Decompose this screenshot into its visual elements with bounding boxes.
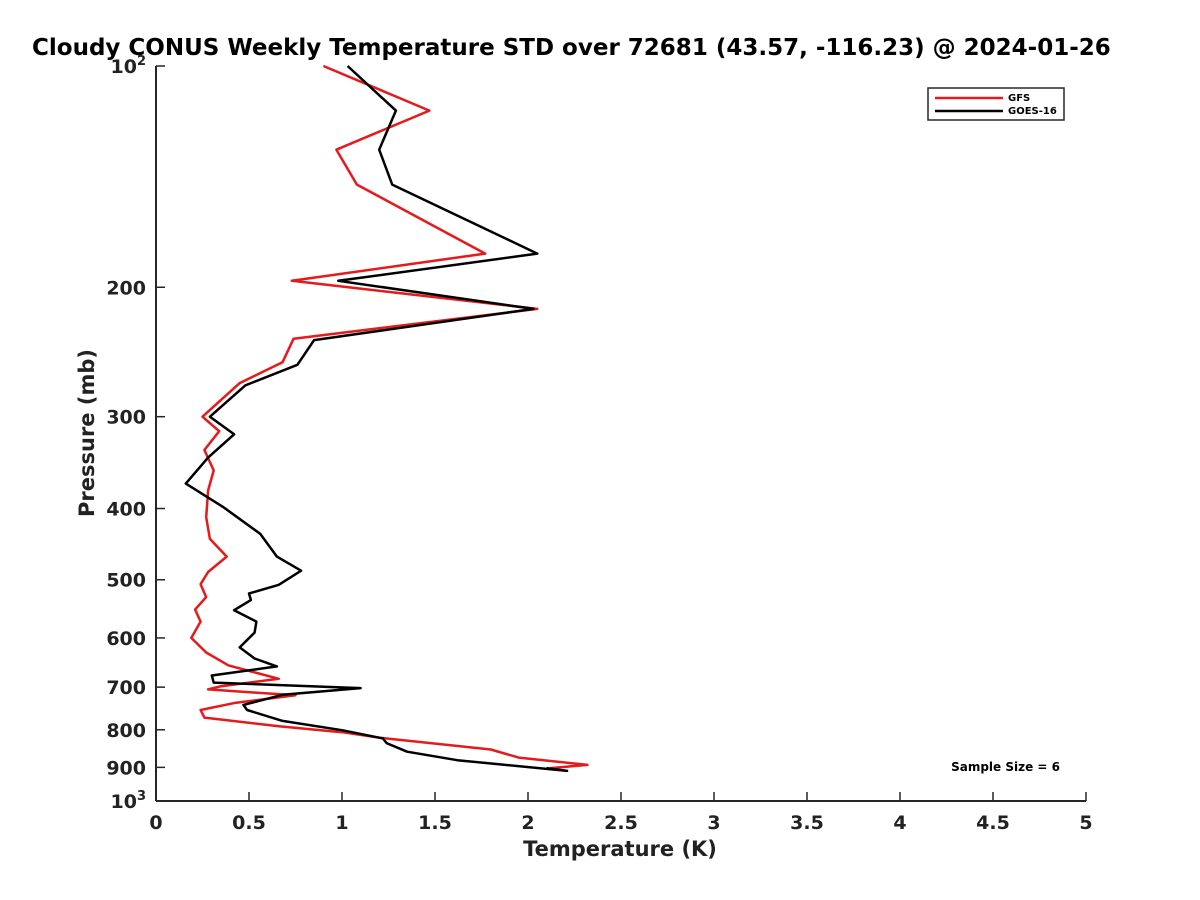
y-tick-label: 300 xyxy=(106,407,146,429)
y-tick-label: 400 xyxy=(106,499,146,521)
x-tick-label: 1 xyxy=(335,812,348,834)
x-ticks: 0 0.5 1 1.5 2 2.5 3 3.5 4 4.5 5 xyxy=(149,792,1093,834)
x-tick-label: 3 xyxy=(707,812,720,834)
series-layer xyxy=(184,64,589,773)
x-tick-label: 5 xyxy=(1079,812,1092,834)
y-tick-label: 200 xyxy=(106,277,146,299)
x-axis-label: Temperature (K) xyxy=(523,837,717,861)
y-tick-label: 103 xyxy=(111,789,147,813)
y-tick-label: 700 xyxy=(106,677,146,699)
y-axis-label: Pressure (mb) xyxy=(75,349,99,517)
x-tick-label: 4 xyxy=(893,812,906,834)
chart-title: Cloudy CONUS Weekly Temperature STD over… xyxy=(32,35,1111,61)
x-tick-label: 3.5 xyxy=(790,812,824,834)
plot-area: 0 0.5 1 1.5 2 2.5 3 3.5 4 4.5 5 1 0 2 200 300 400 500 600… xyxy=(106,54,1092,834)
x-tick-label: 1.5 xyxy=(418,812,452,834)
series-line-gfs xyxy=(190,64,589,770)
sample-size-annotation: Sample Size = 6 xyxy=(951,760,1060,774)
x-tick-label: 2 xyxy=(521,812,534,834)
y-tick-label: 800 xyxy=(106,720,146,742)
legend: GFS GOES-16 xyxy=(927,87,1065,121)
series-line-goes16 xyxy=(184,65,569,773)
legend-box xyxy=(927,87,1065,121)
legend-label-gfs: GFS xyxy=(1008,93,1030,104)
y-tick-label: 500 xyxy=(106,570,146,592)
x-tick-label: 4.5 xyxy=(976,812,1010,834)
x-tick-label: 0.5 xyxy=(232,812,266,834)
x-tick-label: 0 xyxy=(149,812,162,834)
y-tick-label: 900 xyxy=(106,757,146,779)
legend-label-goes16: GOES-16 xyxy=(1008,106,1057,117)
x-tick-label: 2.5 xyxy=(604,812,638,834)
y-tick-label: 600 xyxy=(106,628,146,650)
